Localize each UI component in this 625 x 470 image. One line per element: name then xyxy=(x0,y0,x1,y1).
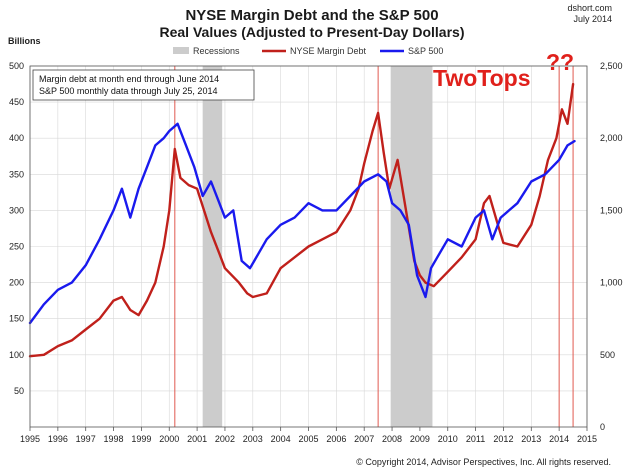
series-line-margin-debt xyxy=(28,82,575,358)
legend-swatch-recessions xyxy=(173,47,189,54)
two-tops-callout: TwoTops xyxy=(433,65,531,91)
annotation-box: Margin debt at month end through June 20… xyxy=(32,69,255,101)
x-tick-label: 1999 xyxy=(131,434,151,444)
y-right-tick-label: 2,000 xyxy=(600,133,623,143)
x-ticks: 1995 1996 1997 1998 1999 2000 2001 2002 2003 2004… xyxy=(20,427,597,444)
y-left-tick-label: 150 xyxy=(9,314,24,324)
chart-subtitle: Real Values (Adjusted to Present-Day Dol… xyxy=(160,24,465,40)
y-right-tick-label: 500 xyxy=(600,350,615,360)
y-right-tick-label: 1,500 xyxy=(600,205,623,215)
x-tick-label: 2000 xyxy=(159,434,179,444)
copyright-text: © Copyright 2014, Advisor Perspectives, … xyxy=(356,457,611,467)
x-tick-label: 2007 xyxy=(354,434,374,444)
chart-title: NYSE Margin Debt and the S&P 500 xyxy=(185,7,438,24)
y-left-tick-label: 200 xyxy=(9,278,24,288)
legend-label-sp500: S&P 500 xyxy=(408,46,443,56)
x-tick-label: 2002 xyxy=(215,434,235,444)
legend-label-recessions: Recessions xyxy=(193,46,240,56)
x-tick-label: 2010 xyxy=(438,434,458,444)
y-left-tick-label: 250 xyxy=(9,242,24,252)
y-right-ticks: 0 500 1,000 1,500 2,000 2,500 xyxy=(600,61,623,432)
y-right-tick-label: 2,500 xyxy=(600,61,623,71)
annotation-box-frame xyxy=(32,69,255,101)
x-tick-label: 2012 xyxy=(493,434,513,444)
x-tick-label: 2003 xyxy=(243,434,263,444)
series-layer xyxy=(28,82,576,358)
x-tick-label: 2008 xyxy=(382,434,402,444)
y-left-tick-label: 350 xyxy=(9,169,24,179)
series-line-sp500 xyxy=(28,122,576,325)
annotation-line-2: S&P 500 monthly data through July 25, 20… xyxy=(39,86,217,96)
y-left-tick-label: 450 xyxy=(9,97,24,107)
x-tick-label: 2005 xyxy=(298,434,318,444)
legend-label-margin-debt: NYSE Margin Debt xyxy=(290,46,367,56)
x-tick-label: 2009 xyxy=(410,434,430,444)
annotation-line-1: Margin debt at month end through June 20… xyxy=(39,74,219,84)
x-tick-label: 1995 xyxy=(20,434,40,444)
x-tick-label: 1998 xyxy=(104,434,124,444)
x-tick-label: 2001 xyxy=(187,434,207,444)
question-marks-callout: ?? xyxy=(546,49,574,75)
x-tick-label: 2015 xyxy=(577,434,597,444)
y-left-tick-label: 50 xyxy=(14,386,24,396)
x-tick-label: 2004 xyxy=(271,434,291,444)
x-tick-label: 2013 xyxy=(521,434,541,444)
y-left-ticks: 50 100 150 200 250 300 350 400 450 500 xyxy=(9,61,24,396)
x-tick-label: 2006 xyxy=(326,434,346,444)
y-left-tick-label: 400 xyxy=(9,133,24,143)
x-tick-label: 1996 xyxy=(48,434,68,444)
y-left-axis-label: Billions xyxy=(8,36,41,46)
y-right-tick-label: 1,000 xyxy=(600,278,623,288)
x-tick-label: 2014 xyxy=(549,434,569,444)
y-left-tick-label: 100 xyxy=(9,350,24,360)
recession-band xyxy=(202,66,223,427)
date-label: July 2014 xyxy=(573,14,612,24)
legend: Recessions NYSE Margin Debt S&P 500 xyxy=(173,46,443,56)
x-tick-label: 2011 xyxy=(466,434,485,444)
y-right-tick-label: 0 xyxy=(600,422,605,432)
y-left-tick-label: 300 xyxy=(9,205,24,215)
source-label: dshort.com xyxy=(567,3,612,13)
y-left-tick-label: 500 xyxy=(9,61,24,71)
x-tick-label: 1997 xyxy=(76,434,96,444)
